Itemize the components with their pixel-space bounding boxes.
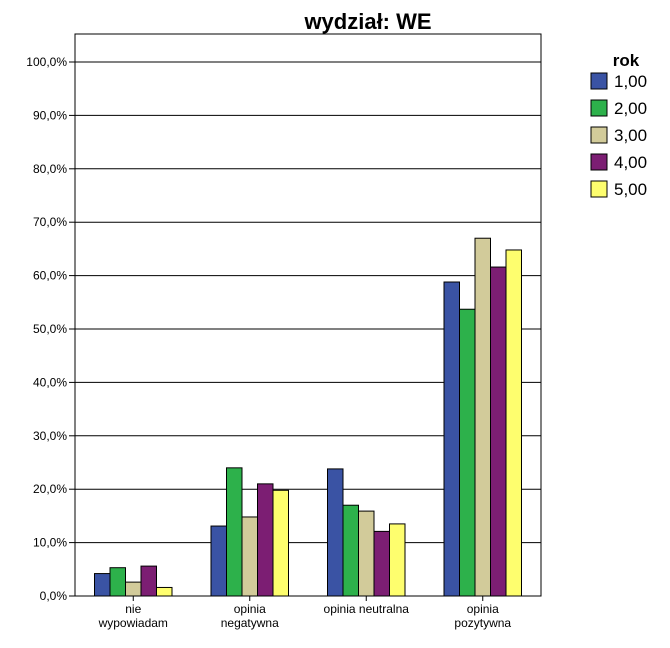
bar — [125, 581, 142, 597]
y-axis-ticks: 0,0% 10,0% 20,0% 30,0% 40,0% 50,0% 60,0% 70,0% 8… — [26, 55, 75, 603]
gridlines — [75, 61, 541, 544]
legend-swatch — [590, 126, 608, 144]
x-category-label: negatywna — [221, 616, 279, 630]
plot-frame — [74, 33, 542, 597]
y-tick-label: 10,0% — [33, 536, 67, 550]
bar — [505, 249, 522, 597]
bar — [241, 516, 258, 597]
bar — [474, 237, 491, 597]
chart-title: wydział: WE — [303, 9, 431, 34]
legend-label: 3,00 — [614, 126, 647, 145]
x-category-label: pozytywna — [454, 616, 511, 630]
x-category-label: opinia neutralna — [324, 602, 410, 616]
bar — [490, 266, 507, 597]
y-tick-label: 70,0% — [33, 215, 67, 229]
legend-label: 4,00 — [614, 153, 647, 172]
legend-label: 2,00 — [614, 99, 647, 118]
bar — [226, 467, 243, 597]
y-tick-label: 80,0% — [33, 162, 67, 176]
x-category-label: wypowiadam — [98, 616, 168, 630]
bar — [109, 567, 126, 597]
legend-label: 5,00 — [614, 180, 647, 199]
legend-swatch — [590, 99, 608, 117]
bar — [459, 308, 476, 597]
bar — [140, 565, 157, 597]
bar — [210, 525, 227, 597]
bar — [156, 586, 173, 597]
x-category-label: opinia — [467, 602, 499, 616]
legend-title: rok — [613, 51, 640, 70]
bar — [342, 504, 359, 597]
y-tick-label: 90,0% — [33, 108, 67, 122]
bar — [373, 530, 390, 597]
y-tick-label: 0,0% — [40, 589, 68, 603]
legend-swatch — [590, 72, 608, 90]
y-tick-label: 50,0% — [33, 322, 67, 336]
legend-swatch — [590, 153, 608, 171]
legend: rok 1,00 2,00 3,00 4,00 5,00 — [590, 51, 647, 199]
bar — [389, 523, 406, 597]
legend-label: 1,00 — [614, 72, 647, 91]
bar — [272, 489, 289, 597]
bar — [358, 510, 375, 597]
y-tick-label: 40,0% — [33, 375, 67, 389]
legend-swatch — [590, 180, 608, 198]
bar — [443, 281, 460, 597]
bar — [257, 483, 274, 597]
y-tick-label: 20,0% — [33, 482, 67, 496]
y-tick-label: 100,0% — [26, 55, 67, 69]
y-tick-label: 30,0% — [33, 429, 67, 443]
bar — [327, 468, 344, 597]
x-category-label: nie — [125, 602, 141, 616]
bars — [94, 237, 522, 597]
axes — [74, 33, 542, 597]
x-category-label: opinia — [234, 602, 266, 616]
bar — [94, 573, 111, 597]
y-tick-label: 60,0% — [33, 269, 67, 283]
